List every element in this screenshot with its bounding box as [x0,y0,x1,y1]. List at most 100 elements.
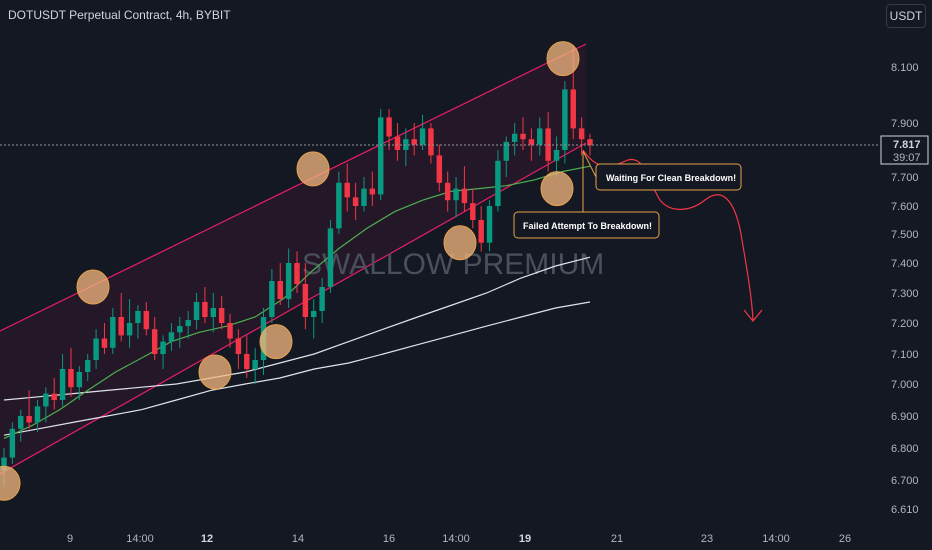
price-tick-label: 7.000 [891,379,919,391]
highlight-circle [540,171,574,207]
currency-unit-button[interactable]: USDT [886,4,926,28]
candle-body [377,117,384,195]
candle-body [578,128,585,140]
candle-body [1,457,7,471]
candle-body [428,128,434,156]
time-axis: 9 14:00 12 14 16 14:00 19 21 23 14:00 26 [67,533,851,545]
candle-body [235,338,242,354]
candle-body [135,311,141,323]
time-tick-label: 14:00 [126,533,154,545]
price-tick-label: 6.800 [891,443,919,455]
price-tick-label: 7.300 [891,288,919,300]
candle-body [369,188,376,195]
candle-body [269,281,275,317]
candle-body [218,308,225,323]
candle-body [319,287,325,311]
failed-note-box [513,211,660,239]
time-tick-label: 26 [839,533,851,545]
candle-body [570,89,576,129]
waiting-pointer [582,150,597,178]
candle-body [528,139,535,145]
time-tick-label: 14 [292,533,304,545]
candle-body [185,320,191,327]
price-tick-label: 7.400 [891,258,919,270]
time-tick-label: 16 [383,533,395,545]
candle-body [18,416,24,429]
candle-body [76,372,83,388]
candle-body [84,360,91,372]
candle-body [478,220,484,243]
time-tick-label: 14:00 [442,533,470,545]
ma-white-long [3,301,591,436]
candle-body [143,311,150,330]
candle-body [151,329,158,354]
projection-arrow [582,149,763,322]
chart-title: DOTUSDT Perpetual Contract, 4h, BYBIT [8,8,231,22]
candle-body [486,206,493,243]
price-tick-label: 8.100 [891,62,919,74]
projection-path [582,149,754,321]
price-tag-value: 7.817 [893,139,921,151]
candle-body [562,89,568,150]
candle-body [118,317,124,336]
candle-body [537,128,543,145]
candle-body [453,188,459,201]
price-tick-label: 6.900 [891,411,919,423]
candle-body [193,302,200,320]
candle-body [93,338,99,360]
price-tick-label: 7.100 [891,349,919,361]
highlight-circles [0,41,580,501]
highlight-circle [0,465,21,501]
candle-body [285,263,292,299]
projection-arrowhead [743,309,763,322]
time-tick-label: 14:00 [762,533,790,545]
candle-body [277,281,283,299]
candle-body [553,150,560,161]
candle-body [101,338,108,348]
candle-body [419,128,426,145]
candle-body [26,416,32,423]
candle-body [68,369,74,388]
time-tick-label: 19 [519,533,531,545]
price-tick-label: 7.900 [891,118,919,130]
candle-body [59,369,66,400]
candle-body [361,188,367,206]
candle-body [160,341,166,354]
highlight-circle [443,225,477,261]
candle-body [461,188,468,204]
candle-body [126,323,133,336]
candle-body [511,133,518,142]
candle-body [444,182,451,201]
price-tag-countdown: 39:07 [893,152,921,164]
candle-body [411,139,417,145]
time-tick-label: 9 [67,533,73,545]
price-tick-label: 7.500 [891,229,919,241]
candle-body [227,323,233,339]
candle-body [9,428,16,458]
candle-body [587,139,593,146]
candle-body [503,141,510,161]
candle-body [336,182,342,229]
candle-body [520,133,526,140]
highlight-circle [198,354,232,390]
candle-body [470,203,476,220]
price-tick-label: 6.700 [891,475,919,487]
price-tick-label: 6.610 [891,504,919,516]
candle-body [302,284,309,317]
failed-note: Failed Attempt To Breakdown! [523,221,652,231]
time-tick-label: 23 [701,533,713,545]
candle-body [110,317,116,348]
annotations: Waiting For Clean Breakdown! Failed Atte… [513,150,742,239]
price-tag [880,135,929,165]
channel-lower-line [0,142,587,475]
time-tick-label: 12 [201,533,213,545]
candle-body [51,393,57,400]
candle-body [43,393,49,407]
price-tick-label: 7.600 [891,201,919,213]
price-tick-label: 7.200 [891,318,919,330]
candle-body [202,302,208,317]
ma-white-mid [3,256,591,401]
candle-body [244,354,250,369]
highlight-circle [546,41,580,77]
